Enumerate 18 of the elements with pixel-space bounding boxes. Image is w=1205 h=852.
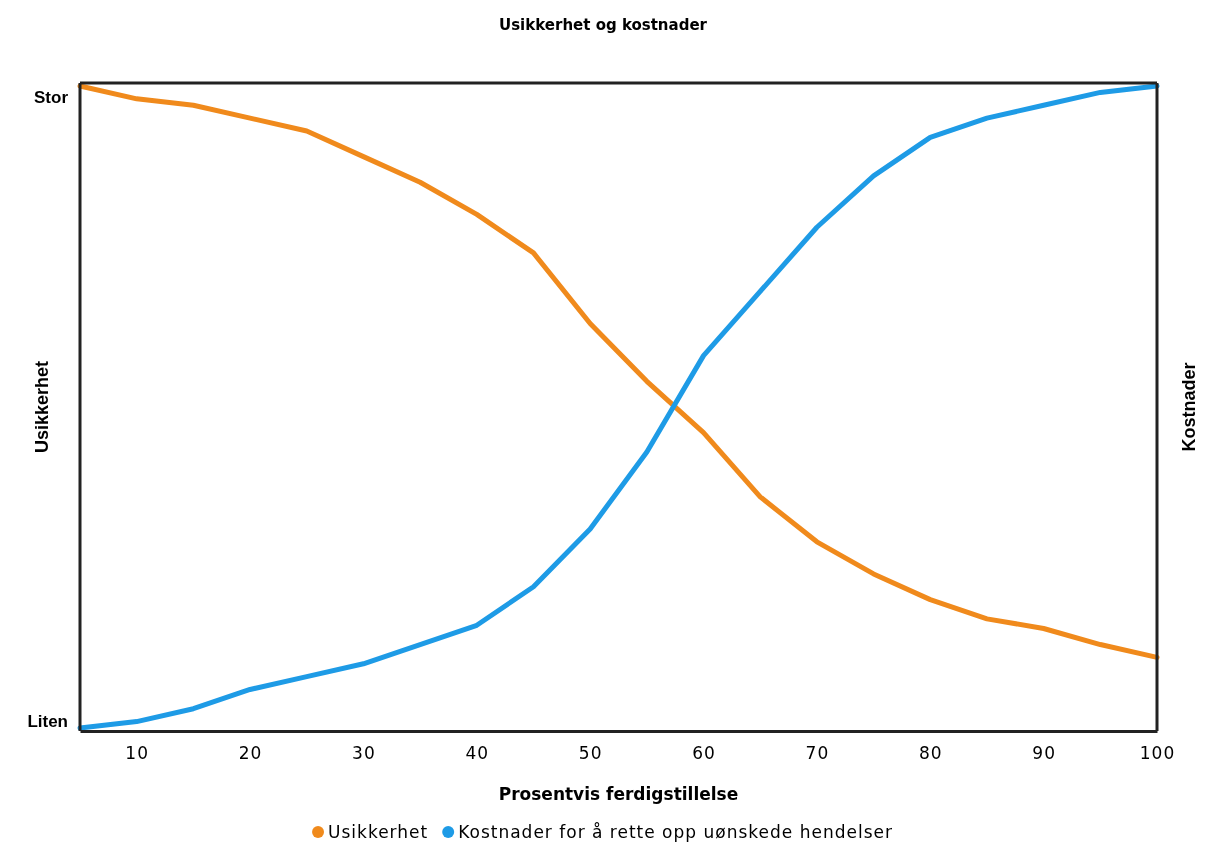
x-tick-label: 70 — [805, 743, 830, 764]
chart-title: Usikkerhet og kostnader — [499, 16, 708, 34]
x-tick-label: 90 — [1032, 743, 1056, 764]
x-axis-title: Prosentvis ferdigstillelse — [498, 784, 739, 804]
text: Stor — [34, 88, 69, 107]
x-tick-label: 60 — [692, 743, 716, 764]
legend-label: Kostnader for å rette opp uønskede hendelser — [458, 822, 893, 842]
x-tick-label: 80 — [918, 743, 943, 764]
x-tick-label: 10 — [125, 743, 149, 764]
x-tick-label: 30 — [352, 743, 376, 764]
text: Liten — [27, 712, 68, 731]
y2-axis-title: Kostnader — [1179, 362, 1199, 452]
x-tick-label: 40 — [465, 743, 490, 764]
y-axis-title: Usikkerhet — [32, 360, 52, 454]
x-tick-label: 20 — [238, 743, 263, 764]
legend-label: Usikkerhet — [328, 822, 429, 842]
x-tick-label: 100 — [1139, 743, 1176, 764]
x-tick-label: 50 — [578, 743, 603, 764]
